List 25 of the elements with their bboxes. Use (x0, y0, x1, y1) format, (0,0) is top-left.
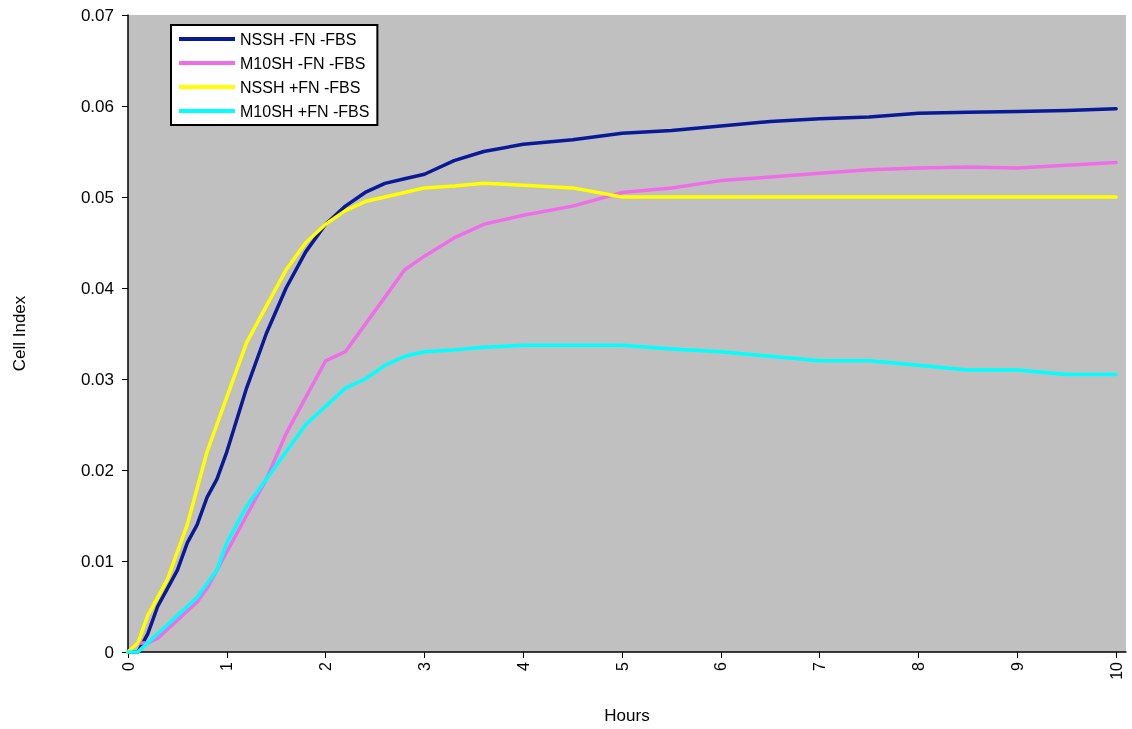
y-tick-label: 0.06 (80, 96, 114, 116)
y-tick-label: 0.01 (80, 551, 114, 571)
y-tick-label: 0.03 (80, 369, 114, 389)
y-axis-title: Cell Index (10, 295, 29, 372)
y-tick-label: 0.04 (80, 278, 114, 298)
y-tick-label: 0.05 (80, 187, 114, 207)
x-tick-label: 6 (712, 661, 730, 671)
legend-label: NSSH -FN -FBS (240, 30, 357, 48)
legend-label: M10SH +FN -FBS (240, 102, 370, 120)
line-series (126, 343, 1118, 654)
x-tick-label: 1 (218, 661, 236, 671)
x-tick-label: 3 (415, 661, 433, 671)
x-tick-label: 0 (119, 661, 137, 671)
legend-label: M10SH -FN -FBS (240, 54, 366, 72)
x-axis-title: Hours (604, 706, 650, 725)
x-tick-label: 9 (1008, 661, 1026, 671)
x-tick-label: 5 (613, 661, 631, 671)
y-tick-label: 0.02 (80, 460, 114, 480)
x-tick-label: 8 (909, 661, 927, 671)
y-tick-label: 0.07 (80, 5, 114, 25)
x-tick-label: 10 (1107, 661, 1125, 680)
x-tick-label: 4 (514, 661, 532, 671)
x-tick-label: 7 (811, 661, 829, 671)
x-tick-label: 2 (317, 661, 335, 671)
legend-label: NSSH +FN -FBS (240, 78, 361, 96)
